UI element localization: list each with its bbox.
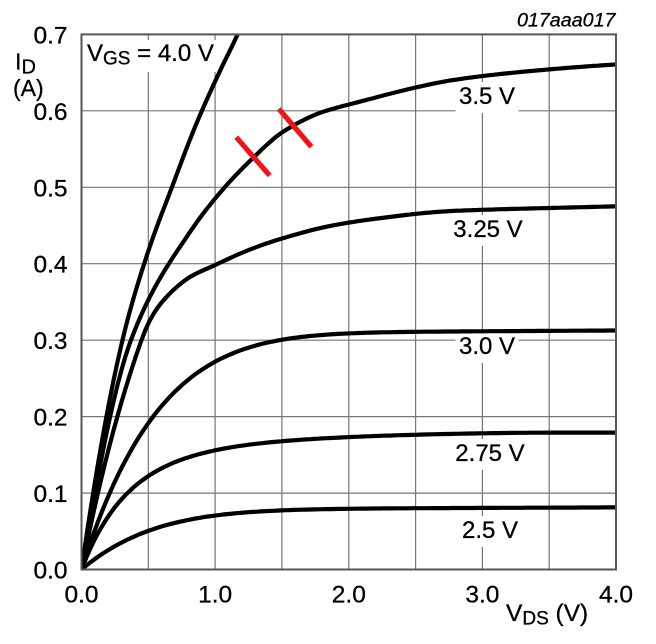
svg-text:0.2: 0.2 [33,405,67,432]
svg-text:0.4: 0.4 [33,252,67,279]
svg-text:0.5: 0.5 [33,175,67,202]
svg-text:3.5 V: 3.5 V [459,83,515,110]
svg-text:0.7: 0.7 [33,22,67,49]
svg-text:017aaa017: 017aaa017 [517,10,617,32]
svg-text:2.75 V: 2.75 V [455,440,524,467]
svg-text:3.0: 3.0 [465,582,499,609]
svg-text:4.0: 4.0 [599,582,633,609]
svg-text:0.3: 0.3 [33,328,67,355]
svg-text:1.0: 1.0 [198,582,232,609]
svg-text:0.6: 0.6 [33,99,67,126]
svg-text:2.0: 2.0 [332,582,366,609]
svg-text:0.0: 0.0 [33,558,67,585]
svg-text:(A): (A) [13,75,44,101]
svg-text:3.0 V: 3.0 V [459,333,515,360]
svg-text:0.1: 0.1 [33,481,67,508]
svg-text:VGS = 4.0 V: VGS = 4.0 V [87,40,214,70]
svg-text:0.0: 0.0 [64,582,98,609]
svg-text:ID: ID [15,49,36,79]
svg-text:2.5 V: 2.5 V [462,517,518,544]
svg-text:3.25 V: 3.25 V [453,216,522,243]
